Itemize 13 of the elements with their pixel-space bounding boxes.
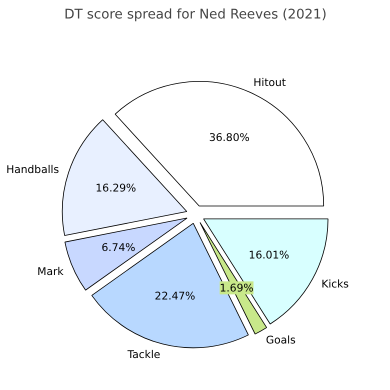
chart-title: DT score spread for Ned Reeves (2021)	[64, 8, 327, 22]
slice-label: Kicks	[321, 277, 350, 290]
data-label: 16.01%	[248, 248, 290, 262]
data-label: 36.80%	[208, 130, 250, 144]
data-label: 1.69%	[220, 281, 254, 294]
slice-label: Handballs	[6, 162, 60, 176]
data-label: 22.47%	[154, 290, 196, 303]
data-label: 16.29%	[96, 182, 136, 195]
slice-label: Mark	[37, 264, 64, 278]
slice-label: Goals	[266, 334, 296, 347]
slice-label: Tackle	[126, 348, 160, 361]
data-label: 6.74%	[102, 241, 136, 254]
slice-label: Hitout	[253, 76, 286, 89]
